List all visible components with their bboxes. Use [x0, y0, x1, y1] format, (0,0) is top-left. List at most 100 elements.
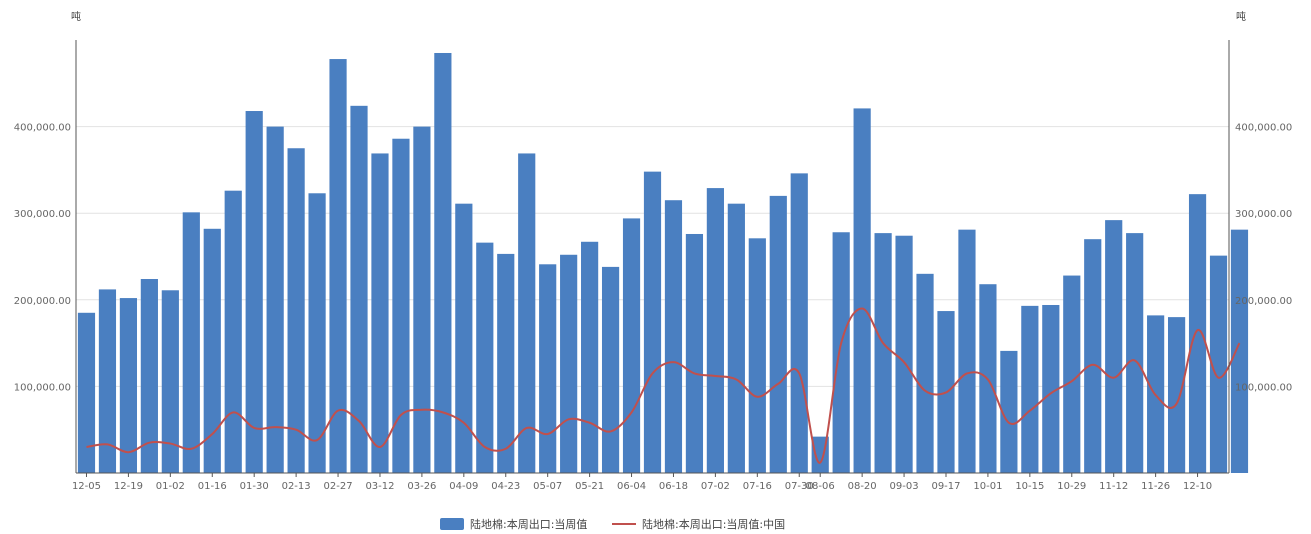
bar [748, 238, 766, 473]
line-series-path [86, 307, 1241, 464]
bar [643, 171, 662, 473]
x-tick-label: 03-12 [365, 481, 394, 492]
legend-label-bar: 陆地棉:本周出口:当周值 [470, 517, 587, 531]
bar [895, 235, 913, 473]
y-tick-label-left: 200,000.00 [14, 296, 71, 307]
y-axis-unit-left: 吨 [71, 10, 81, 23]
x-tick-label: 04-09 [449, 481, 478, 492]
x-tick-label: 03-26 [407, 481, 436, 492]
y-tick-label-left: 300,000.00 [14, 209, 71, 220]
x-tick-label: 02-13 [282, 481, 311, 492]
y-tick-label-right: 100,000.00 [1235, 382, 1292, 393]
bar [224, 190, 242, 473]
bar [958, 229, 976, 473]
x-tick-label: 01-16 [198, 481, 227, 492]
bar [77, 312, 96, 473]
bar [622, 218, 641, 473]
bar [685, 233, 704, 473]
x-tick-label: 08-20 [848, 481, 877, 492]
bar [916, 273, 934, 473]
bar [581, 241, 599, 473]
y-axis-unit-right: 吨 [1236, 10, 1246, 23]
x-tick-label: 06-04 [617, 481, 646, 492]
bar [1188, 194, 1207, 473]
bar [98, 289, 117, 473]
bar [329, 59, 347, 473]
y-tick-label-left: 100,000.00 [14, 382, 71, 393]
bar [434, 52, 452, 474]
bar [1230, 229, 1249, 473]
bar [727, 203, 745, 473]
bar [790, 173, 808, 473]
bar [1126, 233, 1144, 473]
bar [1063, 275, 1081, 473]
x-tick-label: 01-02 [156, 481, 185, 492]
bar [1105, 220, 1123, 473]
x-tick-label: 09-03 [890, 481, 919, 492]
x-tick-label: 05-07 [533, 481, 562, 492]
bar [832, 232, 850, 473]
bar [413, 126, 431, 473]
bar [1084, 239, 1102, 473]
bar [350, 105, 368, 473]
x-tick-label: 06-18 [659, 481, 688, 492]
bar [308, 193, 326, 474]
x-tick-label: 12-19 [114, 481, 143, 492]
bar [769, 195, 787, 473]
legend-swatch-bar [440, 518, 464, 530]
y-tick-label-right: 300,000.00 [1235, 209, 1292, 220]
bar [203, 228, 221, 473]
bar [1042, 304, 1060, 473]
x-tick-label: 09-17 [931, 481, 960, 492]
x-tick-label: 12-05 [72, 481, 101, 492]
bar [455, 203, 473, 473]
legend-label-line: 陆地棉:本周出口:当周值:中国 [642, 517, 785, 531]
x-tick-label: 07-30 [785, 481, 814, 492]
bar [560, 254, 578, 473]
x-tick-label: 08-06 [806, 481, 835, 492]
bar [182, 212, 200, 474]
x-tick-label: 07-16 [743, 481, 772, 492]
bar [1167, 317, 1186, 473]
bar [1209, 255, 1228, 473]
x-tick-label: 04-23 [491, 481, 520, 492]
x-tick-label: 02-27 [324, 481, 353, 492]
bar [476, 242, 494, 473]
y-tick-label-right: 400,000.00 [1235, 123, 1292, 134]
y-tick-label-right: 200,000.00 [1235, 296, 1292, 307]
bar [539, 264, 557, 473]
bar [706, 188, 724, 473]
bar [371, 153, 389, 474]
bar [1000, 350, 1018, 473]
bar-series [77, 52, 1249, 474]
bar [266, 126, 284, 473]
bar [497, 253, 515, 473]
x-tick-label: 12-10 [1183, 481, 1212, 492]
bar [518, 153, 536, 474]
x-tick-label: 10-01 [973, 481, 1002, 492]
bar [874, 233, 892, 473]
x-tick-label: 01-30 [240, 481, 269, 492]
bar [161, 290, 179, 473]
y-tick-label-left: 400,000.00 [14, 123, 71, 134]
legend: 陆地棉:本周出口:当周值 陆地棉:本周出口:当周值:中国 [440, 517, 785, 531]
bar [853, 108, 871, 473]
x-tick-label: 11-12 [1099, 481, 1128, 492]
line-series [86, 307, 1241, 464]
axes: 100,000.00 100,000.00 200,000.00 200,000.00… [14, 40, 1292, 492]
x-tick-label: 10-29 [1057, 481, 1086, 492]
x-tick-label: 11-26 [1141, 481, 1170, 492]
bar [245, 111, 263, 474]
bar [287, 148, 305, 473]
bar [664, 200, 683, 473]
x-tick-label: 05-21 [575, 481, 604, 492]
x-tick-label: 10-15 [1015, 481, 1044, 492]
bar [140, 279, 158, 473]
bar [601, 266, 620, 473]
bar [119, 298, 138, 473]
bar [1021, 305, 1039, 473]
x-tick-label: 07-02 [701, 481, 730, 492]
bar [392, 138, 410, 473]
